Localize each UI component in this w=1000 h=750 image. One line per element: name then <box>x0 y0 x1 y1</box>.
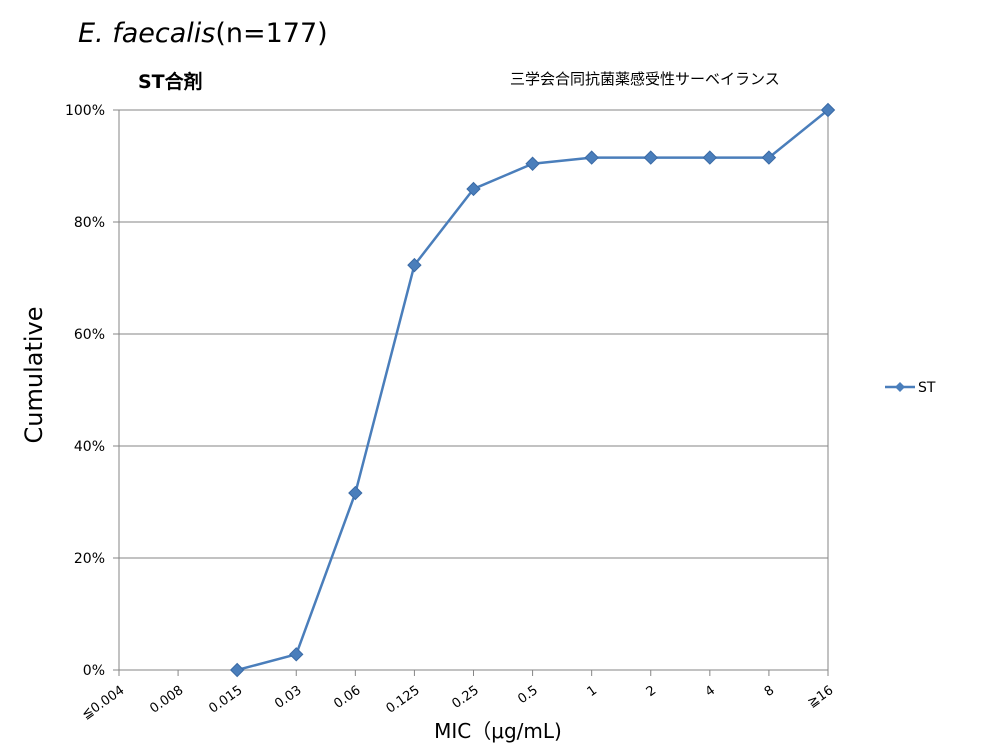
y-axis-label: Cumulative <box>20 307 48 444</box>
x-axis-label: MIC（μg/mL) <box>434 719 562 743</box>
y-tick-label: 80% <box>74 215 105 231</box>
data-point <box>820 102 836 118</box>
series-line <box>236 109 829 672</box>
y-tick-label: 60% <box>74 327 105 343</box>
x-tick-label: 0.06 <box>331 683 363 712</box>
data-point <box>229 662 245 678</box>
x-tick-label: 8 <box>762 683 777 700</box>
x-tick-label: 0.03 <box>272 683 304 712</box>
x-tick-label: ≧16 <box>805 683 836 711</box>
data-point <box>761 150 777 165</box>
data-point <box>525 156 540 171</box>
x-tick-label: 2 <box>644 683 659 700</box>
y-axis: 0% 20% 40% 60% 80% 100% <box>65 103 119 679</box>
x-tick-label: 1 <box>585 683 600 700</box>
x-axis: ≦0.004 0.008 0.015 0.03 0.06 0.125 0.25 0.5 1 2 4 8… <box>79 670 836 723</box>
data-point <box>407 257 422 273</box>
x-tick-label: 0.015 <box>206 683 245 717</box>
y-tick-label: 0% <box>83 663 105 679</box>
data-point <box>289 647 304 662</box>
sample-count: (n=177) <box>215 18 328 49</box>
survey-source-label: 三学会合同抗菌薬感受性サーベイランス <box>510 70 780 88</box>
data-point <box>348 485 363 501</box>
legend-label: ST <box>918 380 936 396</box>
data-point <box>643 150 658 165</box>
chart-main-title: E. faecalis(n=177) <box>78 18 328 49</box>
x-tick-label: 4 <box>703 683 718 700</box>
series-layer <box>229 102 836 678</box>
y-tick-label: 40% <box>74 439 105 455</box>
chart-subtitle: ST合剤 <box>138 70 203 93</box>
organism-name: E. faecalis <box>78 18 216 49</box>
x-tick-label: 0.5 <box>515 683 541 707</box>
legend: ST <box>885 380 936 396</box>
x-tick-label: 0.25 <box>449 683 481 712</box>
y-tick-label: 20% <box>74 551 105 567</box>
data-point <box>584 150 599 165</box>
x-tick-label: ≦0.004 <box>79 683 127 723</box>
y-tick-label: 100% <box>65 103 105 119</box>
data-point <box>466 181 481 197</box>
data-point <box>702 150 718 165</box>
x-tick-label: 0.125 <box>384 683 423 717</box>
x-tick-label: 0.008 <box>147 683 186 717</box>
legend-marker <box>895 382 905 392</box>
